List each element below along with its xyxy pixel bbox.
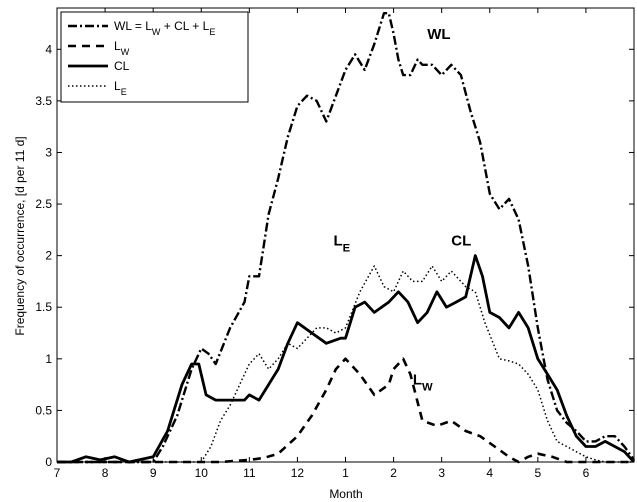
x-tick-label: 8: [102, 466, 109, 480]
y-tick-label: 1: [45, 352, 52, 366]
y-tick-label: 3.5: [35, 94, 52, 108]
legend-label-le: LE: [114, 79, 127, 97]
legend-label-cl: CL: [114, 59, 130, 73]
y-tick-label: 0: [45, 455, 52, 469]
series-line-cl: [57, 254, 636, 464]
x-tick-label: 9: [150, 466, 157, 480]
legend-label-lw: LW: [114, 39, 130, 57]
annotation-lw: LW: [413, 372, 433, 394]
x-tick-label: 6: [583, 466, 590, 480]
series-layer: [57, 11, 636, 464]
axis-layer: 7 8 9 10 11 12 1 2 3 4 5 600.511.522.533.54: [35, 8, 634, 480]
y-tick-label: 2: [45, 249, 52, 263]
series-line-wl: [57, 11, 635, 464]
x-tick-label: 1: [342, 466, 349, 480]
series-line-le: [57, 265, 634, 463]
x-axis-title: Month: [329, 487, 362, 501]
legend-label-wl: WL = LW + CL + LE: [114, 19, 215, 37]
legend: WL = LW + CL + LE LW CL LE: [60, 11, 249, 103]
x-tick-label: 7: [54, 466, 61, 480]
series-line-lw: [57, 357, 634, 464]
x-tick-label: 2: [390, 466, 397, 480]
y-tick-label: 4: [45, 42, 52, 56]
x-tick-label: 5: [534, 466, 541, 480]
x-tick-label: 10: [195, 466, 209, 480]
y-tick-label: 1.5: [35, 300, 52, 314]
annotation-le: LE: [333, 232, 350, 254]
y-tick-label: 2.5: [35, 197, 52, 211]
x-tick-label: 3: [438, 466, 445, 480]
x-tick-label: 11: [243, 466, 256, 480]
x-tick-label: 12: [291, 466, 305, 480]
annotation-layer: WL CL LE LW: [333, 26, 471, 394]
x-tick-label: 4: [486, 466, 493, 480]
annotation-wl: WL: [427, 26, 450, 43]
y-tick-label: 0.5: [35, 403, 52, 417]
y-axis-title: Frequency of occurrence, [d per 11 d]: [13, 136, 27, 335]
y-tick-label: 3: [45, 145, 52, 159]
annotation-cl: CL: [451, 232, 471, 249]
